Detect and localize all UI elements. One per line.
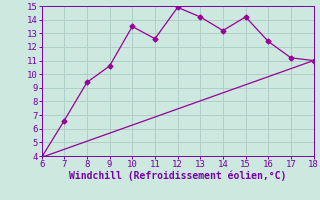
X-axis label: Windchill (Refroidissement éolien,°C): Windchill (Refroidissement éolien,°C) (69, 171, 286, 181)
